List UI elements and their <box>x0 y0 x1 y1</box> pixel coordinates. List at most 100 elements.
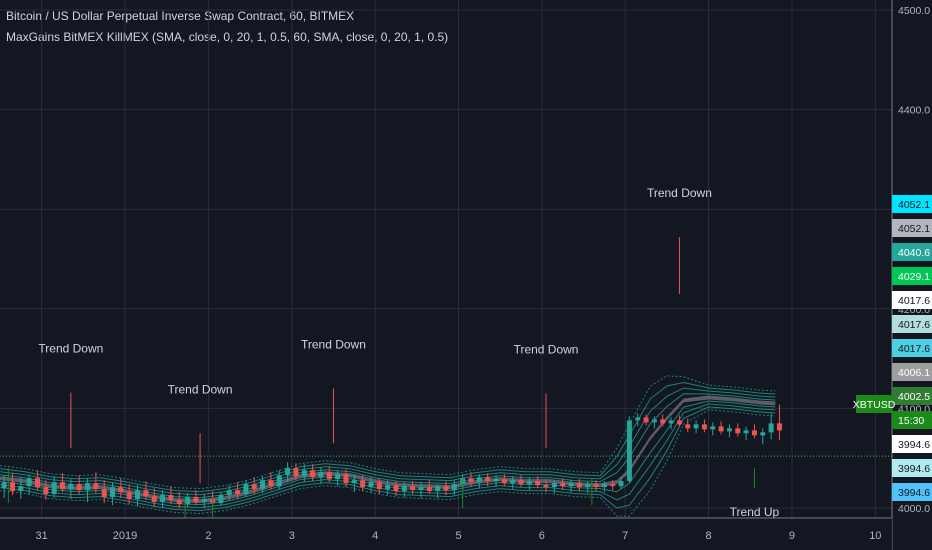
candle-down <box>35 470 41 491</box>
time-tick-label: 31 <box>36 530 48 542</box>
candle-body <box>343 474 349 484</box>
candle-up <box>651 416 657 429</box>
candle-up <box>301 464 307 483</box>
candle-up <box>351 474 357 493</box>
candle-body <box>468 478 474 483</box>
candle-down <box>293 463 299 481</box>
candle-body <box>85 483 91 491</box>
symbol-badge-bg <box>856 395 892 413</box>
price-label-badge: 15:30 <box>892 411 932 429</box>
candle-body <box>26 478 32 487</box>
candle-up <box>401 482 407 498</box>
signal-label-up: Trend Up <box>730 505 780 519</box>
candle-up <box>551 480 557 494</box>
time-tick-label: 8 <box>706 530 712 542</box>
candle-up <box>201 494 207 509</box>
candle-body <box>718 426 724 432</box>
candle-body <box>518 480 524 485</box>
candle-up <box>435 484 441 499</box>
candle-up <box>335 470 341 487</box>
indicator-bands <box>0 375 776 517</box>
candle-body <box>576 483 582 488</box>
candle-up <box>626 416 632 484</box>
candle-body <box>235 490 241 495</box>
candle-body <box>18 486 24 492</box>
time-tick-label: 6 <box>539 530 545 542</box>
candle-body <box>243 484 249 495</box>
candle-body <box>368 482 374 488</box>
candle-up <box>260 476 266 494</box>
time-tick-label: 4 <box>372 530 378 542</box>
candle-body <box>1 482 7 489</box>
candle-body <box>501 479 507 484</box>
signal-label-down: Trend Down <box>301 338 366 352</box>
candle-body <box>535 481 541 486</box>
candle-down <box>735 423 741 437</box>
candle-down <box>176 492 182 509</box>
time-tick-label: 2019 <box>113 530 137 542</box>
candle-down <box>410 481 416 495</box>
time-axis-bg <box>0 518 892 550</box>
candle-down <box>443 481 449 496</box>
candle-up <box>243 480 249 498</box>
candle-body <box>493 479 499 482</box>
candle-up <box>668 417 674 430</box>
candle-up <box>726 424 732 438</box>
candle-up <box>760 428 766 445</box>
price-label-bg <box>892 195 932 213</box>
candle-down <box>643 414 649 426</box>
candle-down <box>235 482 241 500</box>
candle-body <box>626 420 632 482</box>
price-label-text: 3994.6 <box>898 487 930 499</box>
candle-body <box>551 483 557 488</box>
candle-down <box>685 418 691 433</box>
candle-body <box>176 500 182 505</box>
candle-body <box>743 430 749 434</box>
candle-up <box>768 413 774 440</box>
price-label-text: 15:30 <box>898 415 924 427</box>
price-label-text: 4017.6 <box>898 295 930 307</box>
candle-body <box>310 470 316 478</box>
candle-body <box>135 490 141 500</box>
candle-up <box>135 485 141 507</box>
candle-down <box>43 480 49 501</box>
candle-down <box>518 475 524 488</box>
candle-body <box>401 486 407 492</box>
candle-body <box>185 497 191 505</box>
signal-label-down: Trend Down <box>38 341 103 355</box>
candle-body <box>410 486 416 491</box>
candle-body <box>76 484 82 491</box>
candle-down <box>660 414 666 427</box>
candle-up <box>476 474 482 489</box>
candle-up <box>451 480 457 496</box>
price-label-bg <box>892 411 932 429</box>
candle-body <box>435 486 441 492</box>
symbol-badge: XBTUSD <box>853 399 896 411</box>
candle-body <box>193 497 199 503</box>
price-label-bg <box>892 267 932 285</box>
candle-down <box>776 404 782 441</box>
price-label-badge: 4017.6 <box>892 315 932 333</box>
candle-body <box>376 482 382 490</box>
candle-body <box>301 470 307 477</box>
price-label-badge: 4017.6 <box>892 339 932 357</box>
candle-up <box>51 476 57 499</box>
candle-down <box>343 469 349 488</box>
price-label-bg <box>892 363 932 381</box>
candle-body <box>43 487 49 495</box>
candle-up <box>418 482 424 499</box>
candle-down <box>101 480 107 504</box>
candle-body <box>585 484 591 488</box>
time-tick-label: 3 <box>289 530 295 542</box>
candle-down <box>76 475 82 495</box>
candle-body <box>293 468 299 477</box>
candle-down <box>501 474 507 487</box>
candle-body <box>510 480 516 484</box>
candle-body <box>126 492 132 500</box>
price-label-bg <box>892 291 932 309</box>
price-label-badge: 4052.1 <box>892 219 932 237</box>
price-tick-label: 4000.0 <box>898 503 930 515</box>
price-label-badge: 3994.6 <box>892 435 932 453</box>
